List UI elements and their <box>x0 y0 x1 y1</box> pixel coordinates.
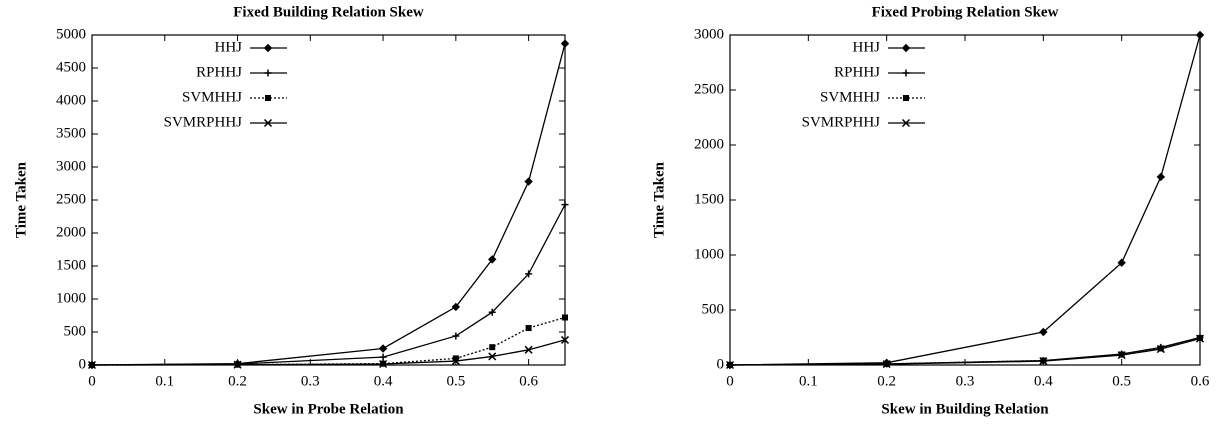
legend-label: RPHHJ <box>196 64 242 80</box>
y-tick-label: 1500 <box>56 257 86 273</box>
marker <box>525 325 532 332</box>
y-tick-label: 1000 <box>56 290 86 306</box>
legend-label: SVMHHJ <box>820 89 880 105</box>
legend-label: HHJ <box>852 39 880 55</box>
marker <box>725 360 735 370</box>
chart: Fixed Probing Relation Skew Skew in Build… <box>651 4 1209 417</box>
marker <box>233 360 242 369</box>
y-tick-label: 2500 <box>694 81 724 97</box>
marker <box>452 355 459 362</box>
marker <box>562 314 568 321</box>
marker <box>1195 30 1205 40</box>
legend-marker <box>265 95 271 101</box>
legend-label: HHJ <box>214 39 242 55</box>
series-line <box>91 43 566 366</box>
x-tick-label: 0.2 <box>228 373 247 389</box>
legend-marker <box>902 69 910 77</box>
legend-label: SVMRPHHJ <box>164 114 243 130</box>
y-tick-label: 0 <box>79 356 87 372</box>
y-tick-label: 2000 <box>694 136 724 152</box>
x-tick-label: 0.1 <box>155 373 174 389</box>
marker <box>1039 357 1048 366</box>
plot-frame <box>729 34 1201 366</box>
x-axis-label: Skew in Building Relation <box>881 401 1049 417</box>
marker <box>488 352 497 361</box>
legend-marker <box>264 69 272 77</box>
legend-label: SVMHHJ <box>182 89 242 105</box>
series-line <box>729 337 1201 366</box>
y-axis-label: Time Taken <box>13 161 29 238</box>
y-tick-label: 2500 <box>56 191 86 207</box>
marker <box>882 360 891 369</box>
x-tick-label: 0.4 <box>374 373 393 389</box>
marker <box>378 344 388 353</box>
legend-label: RPHHJ <box>834 64 880 80</box>
series-line <box>91 204 566 366</box>
x-axis-label: Skew in Probe Relation <box>253 401 404 417</box>
marker <box>1039 327 1048 337</box>
y-tick-label: 4000 <box>56 92 86 108</box>
series-line <box>729 34 1201 366</box>
x-tick-label: 0.5 <box>1112 373 1131 389</box>
x-tick-label: 0 <box>726 373 734 389</box>
x-tick-label: 0 <box>88 373 96 389</box>
series-line <box>91 339 566 366</box>
marker <box>1117 351 1126 360</box>
marker <box>451 302 461 312</box>
y-tick-label: 3000 <box>56 158 86 174</box>
marker <box>524 345 533 354</box>
y-axis-label: Time Taken <box>651 161 667 238</box>
marker <box>488 255 497 264</box>
marker <box>1156 345 1165 354</box>
x-tick-label: 0.2 <box>877 373 896 389</box>
x-tick-label: 0.3 <box>956 373 975 389</box>
marker <box>452 332 460 340</box>
y-tick-label: 2000 <box>56 224 86 240</box>
marker <box>87 360 97 370</box>
legend-label: SVMRPHHJ <box>802 114 881 130</box>
y-tick-label: 4500 <box>56 59 86 75</box>
y-tick-label: 3500 <box>56 125 86 141</box>
legend-marker <box>901 43 911 53</box>
y-tick-label: 5000 <box>56 26 86 42</box>
marker <box>561 201 569 209</box>
legend-marker <box>903 95 909 101</box>
y-tick-label: 1500 <box>694 191 724 207</box>
legend-marker <box>901 118 911 128</box>
x-tick-label: 0.6 <box>1191 373 1210 389</box>
x-tick-label: 0.5 <box>446 373 465 389</box>
marker <box>1156 172 1166 182</box>
marker <box>379 359 388 369</box>
marker <box>488 308 496 316</box>
y-tick-label: 1000 <box>694 246 724 262</box>
marker <box>560 335 570 344</box>
y-tick-label: 3000 <box>694 26 724 42</box>
marker <box>524 177 533 186</box>
marker <box>1195 334 1205 343</box>
x-tick-label: 0.6 <box>519 373 538 389</box>
legend-marker <box>263 43 273 53</box>
marker <box>379 353 387 361</box>
plot-frame <box>91 34 566 366</box>
x-tick-label: 0.4 <box>1034 373 1053 389</box>
marker <box>525 270 533 278</box>
y-tick-label: 500 <box>702 301 725 317</box>
legend-marker <box>263 118 273 128</box>
x-tick-label: 0.3 <box>301 373 320 389</box>
chart-title: Fixed Building Relation Skew <box>233 4 424 20</box>
marker <box>451 357 460 366</box>
marker <box>489 344 496 351</box>
y-tick-label: 500 <box>64 323 87 339</box>
chart-title: Fixed Probing Relation Skew <box>872 4 1059 20</box>
y-tick-label: 0 <box>717 356 725 372</box>
x-tick-label: 0.1 <box>799 373 818 389</box>
marker <box>1117 258 1126 267</box>
chart: Fixed Building Relation Skew Skew in Prob… <box>13 4 570 417</box>
marker <box>560 39 570 48</box>
